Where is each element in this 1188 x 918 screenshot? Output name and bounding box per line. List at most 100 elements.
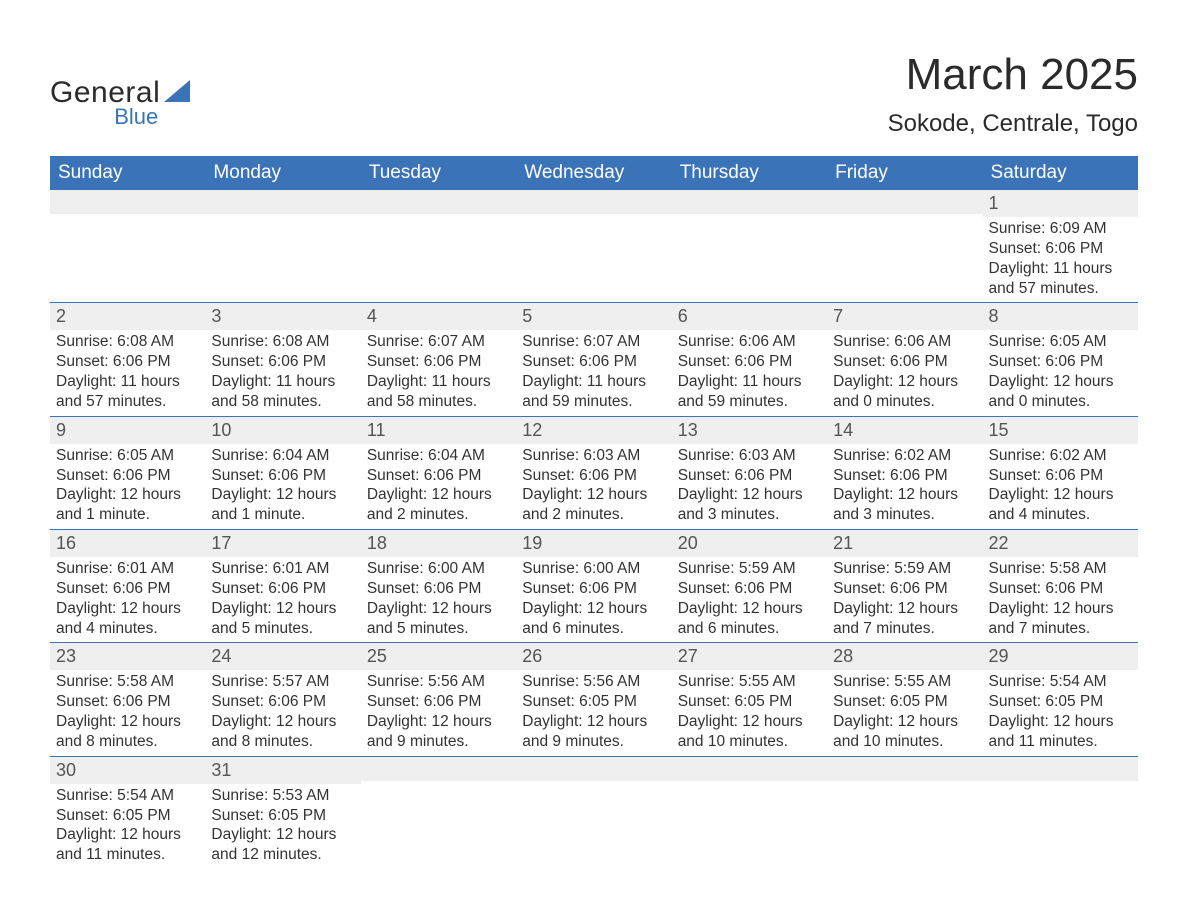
daylight-text: Daylight: 12 hours and 8 minutes. xyxy=(211,712,352,752)
day-detail: Sunrise: 6:05 AMSunset: 6:06 PMDaylight:… xyxy=(983,330,1138,415)
day-detail: Sunrise: 5:58 AMSunset: 6:06 PMDaylight:… xyxy=(983,557,1138,642)
daylight-text: Daylight: 12 hours and 11 minutes. xyxy=(989,712,1130,752)
daylight-text: Daylight: 11 hours and 57 minutes. xyxy=(56,372,197,412)
brand-logo: General Blue xyxy=(50,50,190,128)
sunset-text: Sunset: 6:06 PM xyxy=(833,579,974,599)
calendar-week-row: 16Sunrise: 6:01 AMSunset: 6:06 PMDayligh… xyxy=(50,530,1138,643)
calendar-cell: 23Sunrise: 5:58 AMSunset: 6:06 PMDayligh… xyxy=(50,643,205,756)
calendar-cell: 6Sunrise: 6:06 AMSunset: 6:06 PMDaylight… xyxy=(672,303,827,416)
sunrise-text: Sunrise: 6:06 AM xyxy=(833,332,974,352)
sunrise-text: Sunrise: 6:08 AM xyxy=(211,332,352,352)
sunrise-text: Sunrise: 6:01 AM xyxy=(56,559,197,579)
weekday-header: Tuesday xyxy=(361,156,516,190)
day-number: 30 xyxy=(50,757,205,784)
calendar-cell: 29Sunrise: 5:54 AMSunset: 6:05 PMDayligh… xyxy=(983,643,1138,756)
daylight-text: Daylight: 12 hours and 0 minutes. xyxy=(989,372,1130,412)
daylight-text: Daylight: 12 hours and 2 minutes. xyxy=(367,485,508,525)
sunrise-text: Sunrise: 6:00 AM xyxy=(522,559,663,579)
sunrise-text: Sunrise: 6:03 AM xyxy=(522,446,663,466)
day-detail: Sunrise: 5:57 AMSunset: 6:06 PMDaylight:… xyxy=(205,670,360,755)
day-number: 6 xyxy=(672,303,827,330)
day-detail: Sunrise: 6:06 AMSunset: 6:06 PMDaylight:… xyxy=(672,330,827,415)
day-detail: Sunrise: 5:59 AMSunset: 6:06 PMDaylight:… xyxy=(827,557,982,642)
calendar-week-row: 23Sunrise: 5:58 AMSunset: 6:06 PMDayligh… xyxy=(50,643,1138,756)
day-number: 14 xyxy=(827,417,982,444)
day-number: 21 xyxy=(827,530,982,557)
sunrise-text: Sunrise: 6:00 AM xyxy=(367,559,508,579)
daylight-text: Daylight: 12 hours and 9 minutes. xyxy=(522,712,663,752)
sunset-text: Sunset: 6:06 PM xyxy=(56,466,197,486)
daylight-text: Daylight: 12 hours and 3 minutes. xyxy=(678,485,819,525)
day-number: 12 xyxy=(516,417,671,444)
sunrise-text: Sunrise: 6:07 AM xyxy=(522,332,663,352)
day-number: 29 xyxy=(983,643,1138,670)
sunrise-text: Sunrise: 5:58 AM xyxy=(989,559,1130,579)
calendar-cell: 8Sunrise: 6:05 AMSunset: 6:06 PMDaylight… xyxy=(983,303,1138,416)
sunset-text: Sunset: 6:05 PM xyxy=(211,806,352,826)
calendar-cell: 31Sunrise: 5:53 AMSunset: 6:05 PMDayligh… xyxy=(205,756,360,869)
sunset-text: Sunset: 6:06 PM xyxy=(989,466,1130,486)
calendar-cell: 18Sunrise: 6:00 AMSunset: 6:06 PMDayligh… xyxy=(361,530,516,643)
daylight-text: Daylight: 12 hours and 12 minutes. xyxy=(211,825,352,865)
daylight-text: Daylight: 12 hours and 10 minutes. xyxy=(678,712,819,752)
calendar-cell: 3Sunrise: 6:08 AMSunset: 6:06 PMDaylight… xyxy=(205,303,360,416)
daylight-text: Daylight: 12 hours and 6 minutes. xyxy=(678,599,819,639)
sunset-text: Sunset: 6:05 PM xyxy=(522,692,663,712)
sunset-text: Sunset: 6:05 PM xyxy=(989,692,1130,712)
sunset-text: Sunset: 6:06 PM xyxy=(522,579,663,599)
day-detail: Sunrise: 6:00 AMSunset: 6:06 PMDaylight:… xyxy=(516,557,671,642)
sunrise-text: Sunrise: 5:54 AM xyxy=(56,786,197,806)
calendar-cell xyxy=(827,190,982,303)
sunset-text: Sunset: 6:05 PM xyxy=(678,692,819,712)
day-number: 22 xyxy=(983,530,1138,557)
day-detail: Sunrise: 6:01 AMSunset: 6:06 PMDaylight:… xyxy=(50,557,205,642)
day-number: 24 xyxy=(205,643,360,670)
sunset-text: Sunset: 6:06 PM xyxy=(211,466,352,486)
sunrise-text: Sunrise: 6:07 AM xyxy=(367,332,508,352)
calendar-cell: 13Sunrise: 6:03 AMSunset: 6:06 PMDayligh… xyxy=(672,416,827,529)
sunset-text: Sunset: 6:06 PM xyxy=(367,579,508,599)
calendar-week-row: 2Sunrise: 6:08 AMSunset: 6:06 PMDaylight… xyxy=(50,303,1138,416)
daylight-text: Daylight: 12 hours and 5 minutes. xyxy=(367,599,508,639)
day-detail: Sunrise: 6:00 AMSunset: 6:06 PMDaylight:… xyxy=(361,557,516,642)
day-detail: Sunrise: 5:55 AMSunset: 6:05 PMDaylight:… xyxy=(827,670,982,755)
day-detail: Sunrise: 5:55 AMSunset: 6:05 PMDaylight:… xyxy=(672,670,827,755)
calendar-cell: 14Sunrise: 6:02 AMSunset: 6:06 PMDayligh… xyxy=(827,416,982,529)
calendar-cell: 26Sunrise: 5:56 AMSunset: 6:05 PMDayligh… xyxy=(516,643,671,756)
day-number: 31 xyxy=(205,757,360,784)
sunrise-text: Sunrise: 6:05 AM xyxy=(989,332,1130,352)
day-detail: Sunrise: 6:03 AMSunset: 6:06 PMDaylight:… xyxy=(672,444,827,529)
day-detail: Sunrise: 6:02 AMSunset: 6:06 PMDaylight:… xyxy=(827,444,982,529)
daylight-text: Daylight: 12 hours and 0 minutes. xyxy=(833,372,974,412)
sunrise-text: Sunrise: 5:53 AM xyxy=(211,786,352,806)
calendar-cell: 24Sunrise: 5:57 AMSunset: 6:06 PMDayligh… xyxy=(205,643,360,756)
day-number: 3 xyxy=(205,303,360,330)
calendar-cell xyxy=(983,756,1138,869)
sunrise-text: Sunrise: 5:56 AM xyxy=(522,672,663,692)
sunset-text: Sunset: 6:06 PM xyxy=(367,692,508,712)
sunset-text: Sunset: 6:06 PM xyxy=(678,352,819,372)
daylight-text: Daylight: 12 hours and 9 minutes. xyxy=(367,712,508,752)
day-detail: Sunrise: 5:54 AMSunset: 6:05 PMDaylight:… xyxy=(983,670,1138,755)
calendar-week-row: 9Sunrise: 6:05 AMSunset: 6:06 PMDaylight… xyxy=(50,416,1138,529)
daylight-text: Daylight: 12 hours and 7 minutes. xyxy=(989,599,1130,639)
calendar-cell xyxy=(827,756,982,869)
sunset-text: Sunset: 6:06 PM xyxy=(522,352,663,372)
sunrise-text: Sunrise: 6:02 AM xyxy=(989,446,1130,466)
sunrise-text: Sunrise: 5:56 AM xyxy=(367,672,508,692)
day-detail: Sunrise: 5:54 AMSunset: 6:05 PMDaylight:… xyxy=(50,784,205,869)
day-detail: Sunrise: 5:56 AMSunset: 6:05 PMDaylight:… xyxy=(516,670,671,755)
daylight-text: Daylight: 12 hours and 10 minutes. xyxy=(833,712,974,752)
daylight-text: Daylight: 12 hours and 8 minutes. xyxy=(56,712,197,752)
weekday-header: Sunday xyxy=(50,156,205,190)
sunset-text: Sunset: 6:06 PM xyxy=(522,466,663,486)
sunset-text: Sunset: 6:06 PM xyxy=(211,692,352,712)
daylight-text: Daylight: 12 hours and 5 minutes. xyxy=(211,599,352,639)
sunset-text: Sunset: 6:06 PM xyxy=(989,579,1130,599)
calendar-cell: 10Sunrise: 6:04 AMSunset: 6:06 PMDayligh… xyxy=(205,416,360,529)
daylight-text: Daylight: 11 hours and 58 minutes. xyxy=(367,372,508,412)
calendar-cell: 2Sunrise: 6:08 AMSunset: 6:06 PMDaylight… xyxy=(50,303,205,416)
day-detail: Sunrise: 5:56 AMSunset: 6:06 PMDaylight:… xyxy=(361,670,516,755)
sunrise-text: Sunrise: 5:57 AM xyxy=(211,672,352,692)
calendar-cell xyxy=(361,756,516,869)
